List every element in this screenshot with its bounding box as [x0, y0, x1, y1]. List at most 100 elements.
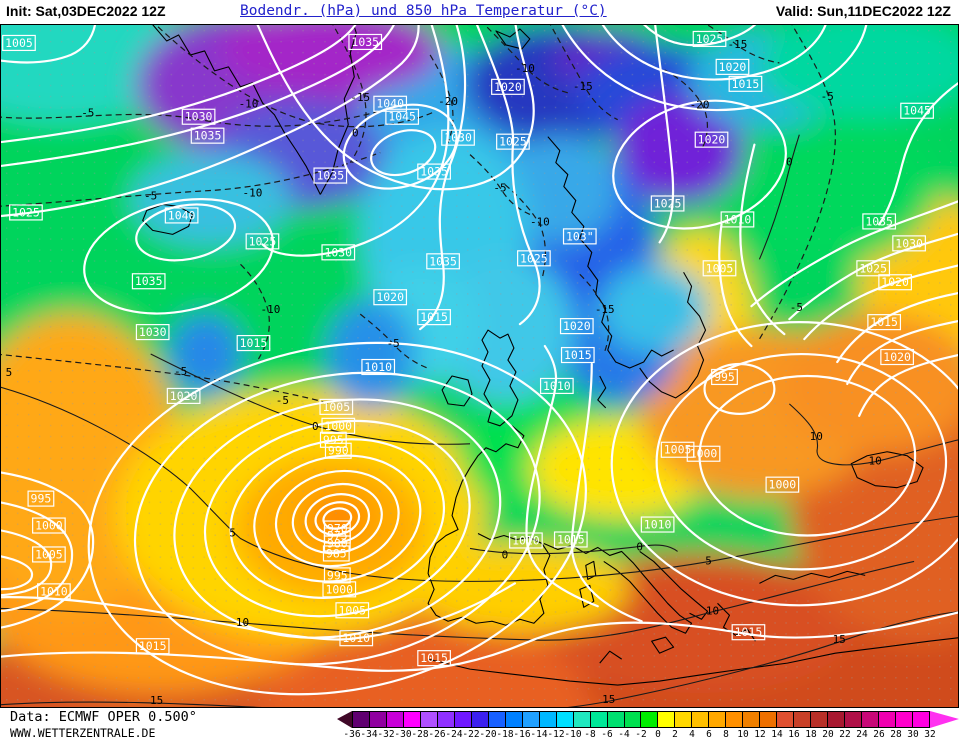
svg-text:1015: 1015 [735, 625, 763, 639]
svg-text:1020: 1020 [881, 275, 909, 289]
colorbar-tick-labels: -36 -34 -32 -30 -28 -26 -24 -22 -20 -18 -16 -14 -12-… [337, 729, 959, 741]
temperature-contour-label: -5 [790, 301, 803, 314]
svg-text:1030: 1030 [139, 325, 167, 339]
pressure-label: 1035 [313, 167, 348, 184]
svg-text:1015: 1015 [139, 639, 167, 653]
pressure-label: 990 [324, 442, 352, 459]
svg-text:1020: 1020 [376, 290, 404, 304]
pressure-label: 1015 [236, 334, 271, 352]
svg-text:1035: 1035 [316, 169, 344, 183]
temperature-contour-label: 0 [502, 548, 509, 561]
temperature-contour-label: -5 [144, 189, 157, 202]
colorbar-tick: 32 [924, 729, 936, 740]
pressure-label: 1035 [348, 33, 383, 51]
svg-text:1025: 1025 [520, 251, 548, 265]
colorbar-cell [760, 712, 778, 727]
pressure-label: 1025 [692, 30, 727, 48]
init-datetime-label: Init: Sat,03DEC2022 12Z [6, 3, 166, 19]
colorbar-tick: 18 [805, 729, 817, 740]
pressure-label: 1025 [517, 250, 551, 267]
temperature-contour-label: -15 [573, 80, 593, 93]
svg-text:1000: 1000 [35, 519, 63, 533]
pressure-label: 1015 [417, 650, 451, 667]
pressure-label: 1020 [694, 131, 729, 148]
footer-bar: Data: ECMWF OPER 0.500° WWW.WETTERZENTRA… [0, 708, 959, 741]
colorbar-left-arrow [337, 711, 352, 728]
svg-text:1025: 1025 [654, 196, 682, 210]
pressure-label: 1015 [867, 314, 902, 331]
colorbar-cell [539, 712, 557, 727]
svg-text:1015: 1015 [420, 651, 448, 665]
svg-text:1030: 1030 [185, 110, 213, 124]
svg-text:1015: 1015 [564, 348, 592, 362]
svg-text:1020: 1020 [494, 80, 522, 94]
pressure-label: 1005 [2, 34, 36, 52]
svg-text:1035: 1035 [194, 129, 222, 143]
website-label: WWW.WETTERZENTRALE.DE [10, 726, 156, 740]
colorbar-tick: -24 [445, 729, 463, 740]
pressure-label: 1020 [373, 289, 408, 306]
svg-text:1010: 1010 [364, 360, 392, 374]
temperature-contour-label: 15 [150, 694, 163, 707]
svg-text:995: 995 [714, 370, 735, 384]
svg-text:1035: 1035 [865, 214, 893, 228]
svg-text:1015: 1015 [732, 77, 760, 91]
pressure-label: 1035 [417, 163, 451, 180]
colorbar-tick: -6 [601, 729, 613, 740]
colorbar-cell [777, 712, 795, 727]
colorbar-cells [352, 711, 930, 728]
colorbar-tick: 28 [890, 729, 902, 740]
temperature-contour-label: 0 [312, 420, 319, 433]
pressure-label: 1010 [720, 211, 755, 228]
colorbar-cell [607, 712, 625, 727]
colorbar-right-arrow [930, 711, 959, 728]
svg-text:1010: 1010 [40, 584, 68, 598]
colorbar-tick: 0 [655, 729, 661, 740]
temperature-contour-label: -15 [728, 38, 748, 51]
svg-text:1025: 1025 [859, 261, 887, 275]
pressure-label: 1035 [426, 253, 460, 270]
pressure-label: 1000 [686, 445, 721, 462]
svg-text:1010: 1010 [543, 379, 571, 393]
svg-text:103": 103" [566, 229, 594, 243]
pressure-label: 103" [562, 228, 597, 245]
colorbar-tick: 4 [689, 729, 695, 740]
colorbar-cell [641, 712, 659, 727]
colorbar-cell [709, 712, 727, 727]
pressure-label: 1045 [385, 108, 420, 125]
svg-text:1010: 1010 [644, 518, 672, 532]
pressure-label: 1015 [728, 75, 763, 92]
pressure-label: 1020 [491, 78, 525, 95]
pressure-label: 1005 [32, 546, 66, 563]
colorbar-cell [879, 712, 896, 727]
colorbar-cell [658, 712, 676, 727]
colorbar-cell [624, 712, 642, 727]
temperature-contour-label: 0 [636, 540, 643, 553]
pressure-label: 1000 [32, 517, 66, 534]
svg-text:1005: 1005 [338, 603, 366, 617]
pressure-label: 1020 [166, 387, 201, 404]
svg-text:1025: 1025 [249, 234, 277, 248]
colorbar-cell [811, 712, 829, 727]
colorbar-cell [573, 712, 591, 727]
colorbar-cell [743, 712, 761, 727]
pressure-label: 1010 [509, 532, 543, 549]
colorbar-cell [828, 712, 846, 727]
pressure-label: 1020 [559, 318, 594, 335]
pressure-label: 1030 [441, 129, 475, 146]
temperature-contour-label: -15 [595, 303, 615, 316]
colorbar-tick: -34 [360, 729, 378, 740]
pressure-label: 1040 [164, 207, 199, 224]
colorbar-cell [912, 712, 929, 727]
weather-chart-map: -5 -10 -15 -20 0 -15 -10 -15 -20 -5 -5 -10 -5 -10 0 -10… [0, 24, 959, 708]
svg-text:1025: 1025 [499, 135, 527, 149]
pressure-label: 1025 [650, 195, 685, 212]
temperature-contour-label: -5 [174, 365, 187, 378]
svg-text:995: 995 [327, 568, 348, 582]
temperature-colorbar: -36 -34 -32 -30 -28 -26 -24 -22 -20 -18 -16 -14 -12-… [337, 711, 959, 741]
svg-text:1035: 1035 [420, 165, 448, 179]
colorbar-tick: -12 [547, 729, 565, 740]
temperature-contour-label: 5 [705, 554, 712, 567]
colorbar-tick: -2 [635, 729, 647, 740]
colorbar-tick: 2 [672, 729, 678, 740]
